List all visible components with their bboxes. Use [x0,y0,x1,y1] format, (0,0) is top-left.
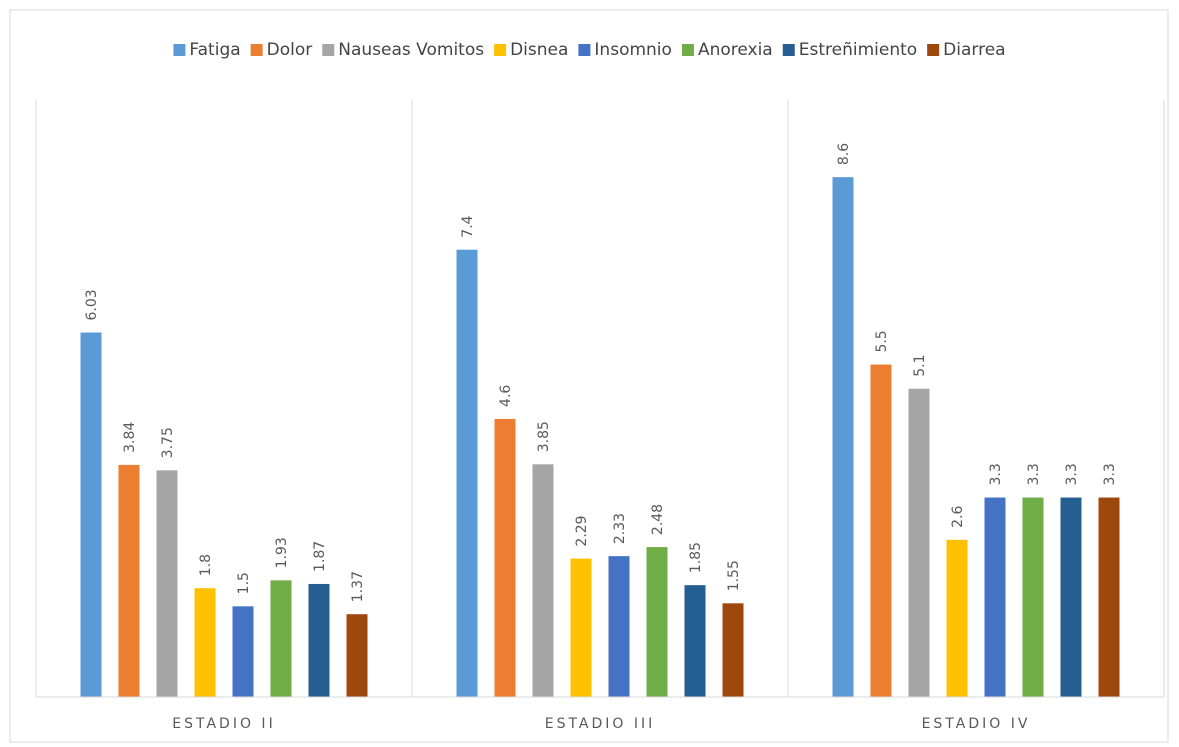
legend-swatch [494,44,507,56]
bar-dolor-estadio-iii [494,418,516,697]
legend-label: Anorexia [698,40,773,60]
legend-item-fatiga: Fatiga [173,40,241,60]
data-label: 8.6 [836,143,852,165]
bar-anorexia-estadio-iii [646,547,668,697]
legend-item-estrenimiento: Estreñimiento [782,40,917,60]
data-label: 6.03 [84,289,100,320]
data-label: 1.55 [726,560,742,591]
category-labels: ESTADIO II ESTADIO III ESTADIO IV [172,716,1031,732]
data-label: 7.4 [460,215,476,237]
bar-dolor-estadio-iv [870,364,892,697]
bar-fatiga-estadio-ii [80,332,102,697]
legend-item-insomnio: Insomnio [578,40,672,60]
data-label: 1.8 [198,554,214,576]
bar-nauseas-vomitos-estadio-ii [156,470,178,697]
bar-diarrea-estadio-ii [346,614,368,697]
legend-swatch [173,44,186,56]
legend-item-dolor: Dolor [250,40,313,60]
legend-label: Insomnio [594,40,672,60]
data-label: 2.33 [612,513,628,544]
legend-item-nauseas-vomitos: Nauseas Vomitos [322,40,484,60]
data-label: 1.85 [688,542,704,573]
data-label: 3.3 [988,463,1004,485]
bar-insomnio-estadio-iii [608,556,630,697]
data-label: 3.75 [160,427,176,458]
bar-estrenimiento-estadio-iv [1060,497,1082,697]
data-label: 2.48 [650,504,666,535]
data-label: 5.5 [874,330,890,352]
bar-diarrea-estadio-iv [1098,497,1120,697]
bar-dolor-estadio-ii [118,464,140,697]
legend-label: Diarrea [943,40,1005,60]
data-label: 1.93 [274,537,290,568]
data-label: 5.1 [912,354,928,376]
data-label: 1.87 [312,541,328,572]
legend-swatch [578,44,591,56]
legend-item-anorexia: Anorexia [681,40,773,60]
legend-swatch [927,44,940,56]
bars [80,177,1120,697]
legend-item-disnea: Disnea [494,40,568,60]
legend-swatch [322,44,335,56]
category-separators [35,100,1165,697]
bar-insomnio-estadio-iv [984,497,1006,697]
legend-swatch [250,44,263,56]
legend-item-diarrea: Diarrea [927,40,1006,60]
bar-disnea-estadio-ii [194,588,216,697]
legend-label: Disnea [510,40,568,60]
bar-fatiga-estadio-iii [456,249,478,697]
data-label: 2.6 [950,505,966,527]
data-labels: 6.03 3.84 3.75 1.8 1.5 1.93 1.87 1.37 7.4 4.6 3.85… [84,143,1118,602]
data-label: 3.85 [536,421,552,452]
data-label: 3.3 [1026,463,1042,485]
legend-swatch [681,44,694,56]
category-label-estadio-ii: ESTADIO II [172,716,275,732]
bar-estrenimiento-estadio-iii [684,585,706,697]
bar-disnea-estadio-iv [946,539,968,697]
bar-estrenimiento-estadio-ii [308,583,330,697]
data-label: 3.84 [122,422,138,453]
bar-fatiga-estadio-iv [832,177,854,697]
bar-diarrea-estadio-iii [722,603,744,697]
legend-swatch [782,44,795,56]
data-label: 3.3 [1102,463,1118,485]
bar-nauseas-vomitos-estadio-iv [908,388,930,697]
category-label-estadio-iv: ESTADIO IV [922,716,1031,732]
data-label: 1.5 [236,572,252,594]
category-label-estadio-iii: ESTADIO III [545,716,656,732]
legend-label: Fatiga [189,40,240,60]
data-label: 1.37 [350,571,366,602]
bar-anorexia-estadio-ii [270,580,292,697]
data-label: 3.3 [1064,463,1080,485]
bar-nauseas-vomitos-estadio-iii [532,464,554,697]
bar-disnea-estadio-iii [570,558,592,697]
data-label: 4.6 [498,385,514,407]
bar-anorexia-estadio-iv [1022,497,1044,697]
data-label: 2.29 [574,515,590,546]
legend-label: Estreñimiento [799,40,917,60]
bar-insomnio-estadio-ii [232,606,254,697]
legend: Fatiga Dolor Nauseas Vomitos Disnea Insomnio… [173,40,1006,60]
legend-label: Dolor [267,40,313,60]
legend-label: Nauseas Vomitos [338,40,484,60]
